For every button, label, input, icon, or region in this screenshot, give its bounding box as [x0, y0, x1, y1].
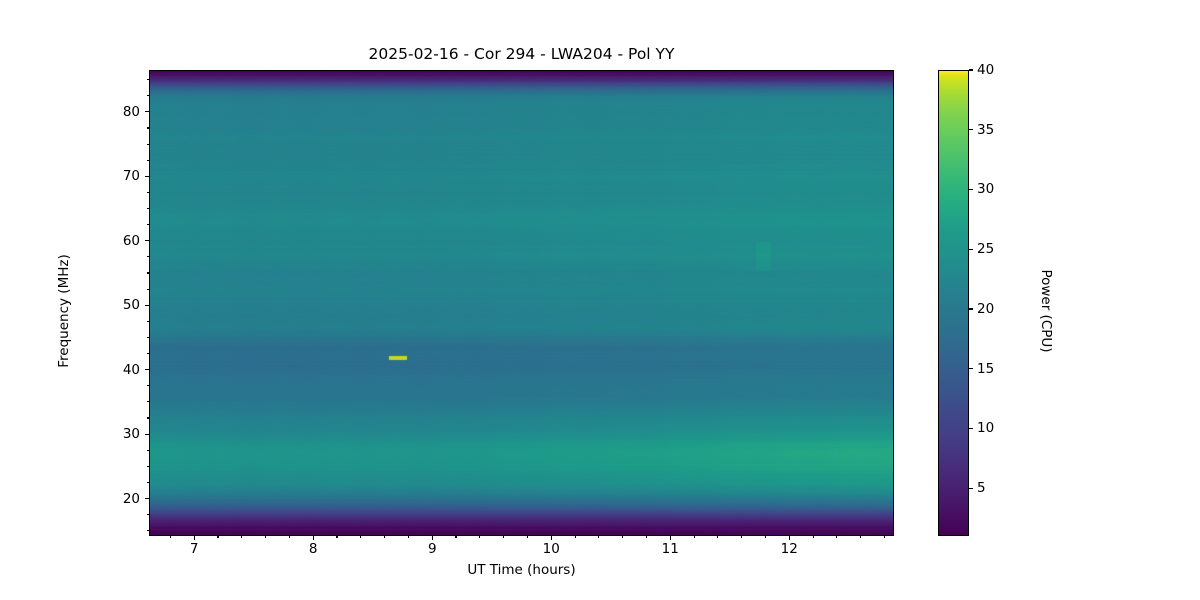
- y-tick-minor: [146, 191, 149, 193]
- colorbar-tick-label: 15: [977, 360, 995, 377]
- colorbar-label: Power (CPU): [1038, 269, 1054, 353]
- y-tick-minor: [146, 143, 149, 145]
- x-tick-label: 8: [308, 541, 318, 557]
- y-tick-minor: [146, 224, 149, 226]
- x-tick-minor: [883, 536, 886, 539]
- x-tick-minor: [479, 536, 481, 539]
- x-tick-minor: [860, 536, 862, 539]
- colorbar: [938, 70, 969, 536]
- y-tick-minor: [146, 353, 149, 355]
- x-tick-minor: [574, 536, 576, 539]
- y-tick-label: 60: [122, 232, 140, 249]
- x-tick-minor: [169, 536, 171, 539]
- y-tick-minor: [146, 417, 149, 419]
- colorbar-tick: [969, 188, 974, 191]
- spectrogram-axes: [149, 70, 894, 536]
- colorbar-tick-label: 30: [977, 181, 995, 198]
- x-tick-minor: [836, 536, 838, 539]
- x-axis-label: UT Time (hours): [467, 562, 576, 578]
- x-tick-major: [669, 536, 671, 541]
- y-tick-minor: [146, 401, 149, 403]
- colorbar-gradient: [939, 71, 968, 535]
- y-tick-major: [144, 175, 149, 177]
- y-axis-label: Frequency (MHz): [56, 254, 72, 368]
- x-tick-minor: [717, 536, 719, 539]
- colorbar-tick: [969, 69, 974, 71]
- x-tick-label: 7: [189, 541, 199, 557]
- colorbar-tick: [969, 427, 974, 430]
- y-tick-major: [144, 111, 149, 113]
- y-tick-major: [144, 369, 149, 371]
- y-tick-label: 20: [122, 490, 140, 507]
- y-tick-minor: [146, 530, 149, 532]
- y-tick-minor: [146, 95, 149, 97]
- x-tick-minor: [622, 536, 624, 539]
- x-tick-major: [431, 536, 433, 541]
- x-tick-minor: [741, 536, 743, 539]
- x-tick-label: 11: [661, 541, 679, 557]
- x-tick-minor: [265, 536, 267, 539]
- y-tick-minor: [146, 481, 149, 484]
- y-tick-minor: [146, 288, 149, 290]
- x-tick-minor: [288, 536, 290, 539]
- y-tick-major: [144, 498, 149, 500]
- spectrogram-image: [150, 71, 893, 535]
- colorbar-tick-label: 25: [977, 241, 995, 258]
- y-tick-minor: [146, 127, 149, 129]
- x-tick-label: 9: [427, 541, 437, 557]
- page-title: 2025-02-16 - Cor 294 - LWA204 - Pol YY: [368, 45, 675, 63]
- y-tick-minor: [146, 320, 149, 322]
- colorbar-tick: [969, 308, 974, 310]
- x-tick-label: 10: [542, 541, 560, 557]
- colorbar-tick-label: 40: [977, 62, 995, 78]
- x-tick-minor: [455, 536, 457, 539]
- colorbar-tick: [969, 248, 974, 250]
- x-tick-minor: [693, 536, 695, 539]
- x-tick-minor: [241, 536, 243, 539]
- x-tick-minor: [217, 536, 219, 539]
- colorbar-tick-label: 35: [977, 121, 995, 138]
- x-tick-label: 12: [780, 541, 798, 557]
- x-tick-major: [550, 536, 552, 541]
- x-tick-minor: [526, 536, 528, 539]
- y-tick-minor: [146, 514, 149, 516]
- y-tick-label: 70: [122, 168, 140, 185]
- x-tick-minor: [336, 536, 338, 539]
- x-tick-minor: [407, 536, 409, 539]
- colorbar-tick: [969, 368, 974, 370]
- y-tick-minor: [146, 449, 149, 451]
- y-tick-label: 30: [122, 426, 140, 443]
- y-tick-minor: [146, 256, 149, 258]
- y-tick-minor: [146, 465, 149, 467]
- x-tick-major: [312, 536, 314, 541]
- x-tick-minor: [812, 536, 814, 539]
- x-tick-minor: [598, 536, 600, 539]
- colorbar-tick: [969, 129, 974, 131]
- x-tick-minor: [360, 536, 362, 539]
- colorbar-tick-label: 20: [977, 300, 995, 317]
- y-tick-label: 40: [122, 361, 140, 378]
- y-tick-minor: [146, 208, 149, 210]
- x-tick-major: [788, 536, 790, 541]
- x-tick-minor: [764, 536, 766, 539]
- x-tick-minor: [384, 536, 386, 539]
- x-tick-major: [193, 536, 195, 541]
- y-tick-label: 50: [122, 297, 140, 314]
- y-tick-minor: [146, 336, 149, 339]
- colorbar-tick-label: 10: [977, 420, 995, 437]
- y-tick-minor: [146, 385, 149, 387]
- y-tick-minor: [146, 159, 149, 161]
- y-tick-minor: [146, 272, 149, 274]
- y-tick-label: 80: [122, 103, 140, 120]
- y-tick-major: [144, 304, 149, 306]
- x-tick-minor: [503, 536, 505, 539]
- y-tick-major: [144, 240, 149, 242]
- y-tick-minor: [146, 79, 149, 81]
- colorbar-tick: [969, 487, 974, 489]
- colorbar-tick-label: 5: [977, 480, 986, 497]
- x-tick-minor: [645, 536, 647, 539]
- y-tick-major: [144, 433, 149, 435]
